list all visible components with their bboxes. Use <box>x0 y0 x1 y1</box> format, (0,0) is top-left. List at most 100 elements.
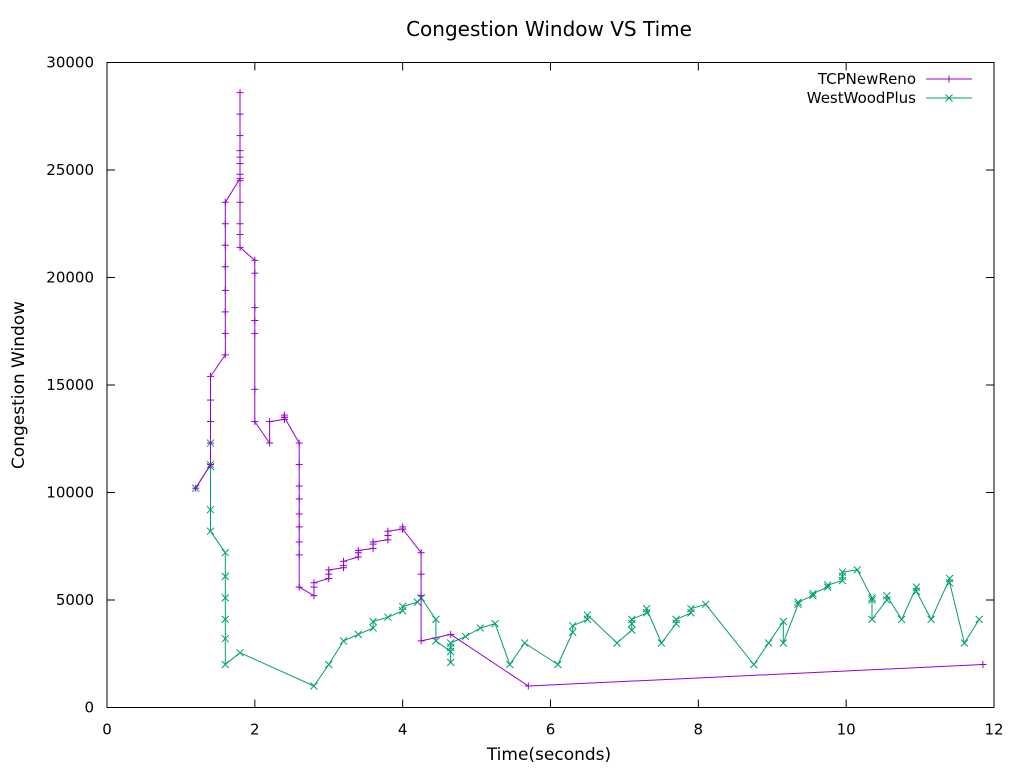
series-layer <box>191 89 987 690</box>
data-point-westwoodplus <box>369 624 377 632</box>
series-tcpnewreno <box>192 89 987 690</box>
legend-label: TCPNewReno <box>817 70 916 88</box>
data-point-tcpnewreno <box>236 110 244 118</box>
data-point-westwoodplus <box>687 604 695 613</box>
data-point-tcpnewreno <box>266 439 274 447</box>
data-point-westwoodplus <box>221 572 230 581</box>
data-point-westwoodplus <box>809 591 817 600</box>
data-point-westwoodplus <box>794 598 802 607</box>
data-point-westwoodplus <box>897 615 906 624</box>
data-point-westwoodplus <box>324 660 333 669</box>
data-point-tcpnewreno <box>251 385 259 393</box>
data-point-tcpnewreno <box>295 583 303 591</box>
data-point-tcpnewreno <box>369 538 377 546</box>
data-point-tcpnewreno <box>221 329 229 337</box>
y-tick-label: 10000 <box>46 484 94 502</box>
x-axis-label: Time(seconds) <box>486 745 611 765</box>
data-point-tcpnewreno <box>221 351 229 359</box>
data-point-westwoodplus <box>339 636 348 645</box>
data-point-westwoodplus <box>853 566 862 574</box>
x-tick-label: 0 <box>102 721 112 739</box>
x-tick-label: 12 <box>984 721 1003 739</box>
data-point-westwoodplus <box>384 613 392 622</box>
data-point-westwoodplus <box>491 619 499 628</box>
data-point-tcpnewreno <box>295 510 303 518</box>
data-point-tcpnewreno <box>221 286 229 294</box>
data-point-tcpnewreno <box>206 372 214 380</box>
data-point-westwoodplus <box>583 611 592 619</box>
data-point-tcpnewreno <box>236 177 244 185</box>
y-tick-label: 25000 <box>46 161 94 179</box>
data-point-westwoodplus <box>221 593 230 602</box>
y-axis: 0 5000 10000 15000 20000 25000 30000 <box>46 54 994 717</box>
x-tick-label: 2 <box>250 721 260 739</box>
data-point-westwoodplus <box>520 639 529 647</box>
x-tick-label: 8 <box>694 721 704 739</box>
data-point-westwoodplus <box>568 628 577 637</box>
data-point-tcpnewreno <box>295 439 303 447</box>
data-point-westwoodplus <box>221 615 230 624</box>
y-tick-label: 5000 <box>56 591 94 609</box>
data-point-tcpnewreno <box>295 551 303 559</box>
data-point-tcpnewreno <box>206 439 214 447</box>
data-point-tcpnewreno <box>206 418 214 426</box>
data-point-tcpnewreno <box>979 661 987 668</box>
series-line-westwoodplus <box>195 442 980 687</box>
data-point-westwoodplus <box>461 632 470 641</box>
chart-title: Congestion Window VS Time <box>406 17 692 41</box>
data-point-westwoodplus <box>613 639 621 647</box>
data-point-westwoodplus <box>206 505 215 514</box>
y-tick-label: 15000 <box>46 376 94 394</box>
data-point-tcpnewreno <box>295 523 303 531</box>
data-point-westwoodplus <box>975 615 984 624</box>
y-tick-label: 0 <box>84 699 94 717</box>
data-point-westwoodplus <box>749 660 758 669</box>
data-point-tcpnewreno <box>192 484 200 492</box>
data-point-westwoodplus <box>627 615 636 624</box>
data-point-westwoodplus <box>432 615 440 624</box>
data-point-westwoodplus <box>779 639 788 647</box>
data-point-tcpnewreno <box>280 413 288 421</box>
data-point-tcpnewreno <box>310 592 318 600</box>
data-point-westwoodplus <box>627 626 636 634</box>
legend-entry-westwoodplus: WestWoodPlus <box>807 89 972 107</box>
data-point-westwoodplus <box>701 600 710 609</box>
data-point-tcpnewreno <box>236 243 244 251</box>
data-point-westwoodplus <box>764 639 773 647</box>
data-point-westwoodplus <box>838 568 847 576</box>
data-point-tcpnewreno <box>206 396 214 404</box>
data-point-westwoodplus <box>221 548 230 557</box>
data-point-westwoodplus <box>554 660 562 669</box>
data-point-tcpnewreno <box>236 231 244 238</box>
data-point-tcpnewreno <box>354 547 362 555</box>
data-point-tcpnewreno <box>236 132 244 140</box>
data-point-tcpnewreno <box>266 418 274 426</box>
data-point-tcpnewreno <box>417 549 425 557</box>
data-point-tcpnewreno <box>236 198 244 206</box>
data-point-westwoodplus <box>398 602 407 611</box>
x-tick-label: 4 <box>398 721 408 739</box>
data-point-westwoodplus <box>868 596 876 604</box>
data-point-westwoodplus <box>221 634 230 643</box>
data-point-westwoodplus <box>868 615 876 624</box>
data-point-westwoodplus <box>568 621 577 630</box>
data-point-tcpnewreno <box>295 495 303 503</box>
data-point-tcpnewreno <box>295 461 303 469</box>
y-axis-label: Congestion Window <box>9 301 29 469</box>
data-point-westwoodplus <box>221 660 230 669</box>
x-tick-label: 10 <box>837 721 856 739</box>
series-westwoodplus <box>191 439 984 690</box>
data-point-tcpnewreno <box>295 482 303 490</box>
data-point-tcpnewreno <box>221 308 229 316</box>
data-point-tcpnewreno <box>251 304 259 312</box>
data-point-westwoodplus <box>642 604 651 613</box>
data-point-westwoodplus <box>823 583 832 591</box>
data-point-westwoodplus <box>236 648 244 657</box>
data-point-westwoodplus <box>945 578 954 587</box>
data-point-tcpnewreno <box>310 579 318 587</box>
data-point-tcpnewreno <box>251 269 259 277</box>
data-point-westwoodplus <box>672 615 681 624</box>
data-point-tcpnewreno <box>340 557 348 565</box>
data-point-tcpnewreno <box>236 170 244 178</box>
